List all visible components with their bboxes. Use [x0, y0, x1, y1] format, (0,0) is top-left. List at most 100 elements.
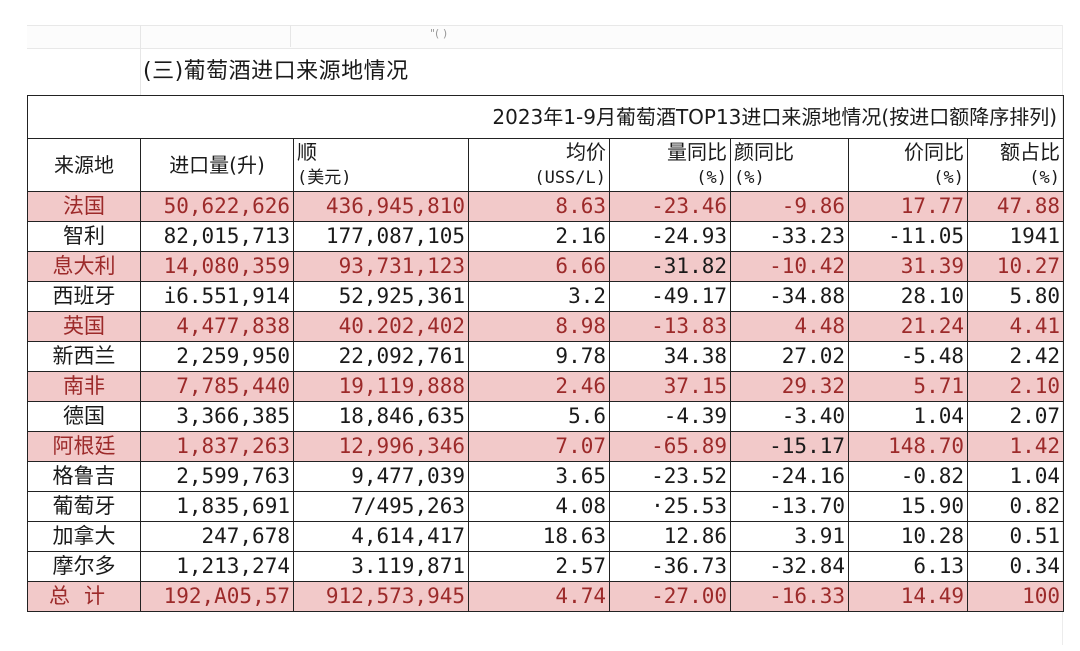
cell-avg-price: 3.65: [468, 461, 610, 492]
cell-val-yoy: -34.88: [730, 281, 849, 312]
cell-price-yoy: -5.48: [848, 341, 968, 372]
header-volume: 进口量(升): [140, 138, 294, 192]
cell-value: 93,731,123: [293, 251, 469, 282]
cell-volume: 4,477,838: [140, 311, 294, 342]
grid-line: [140, 25, 141, 95]
cell-vol-yoy: -23.52: [609, 461, 731, 492]
wine-import-table: 2023年1-9月葡萄酒TOP13进口来源地情况(按进口额降序排列) 来源地 进…: [26, 95, 1065, 612]
cell-value: 912,573,945: [293, 581, 469, 612]
cell-share: 2.07: [966, 401, 1065, 432]
cell-vol-yoy: -36.73: [609, 551, 731, 582]
cell-origin: 阿根廷: [27, 431, 141, 462]
cell-value: 9,477,039: [293, 461, 469, 492]
cell-value: 22,092,761: [293, 341, 469, 372]
cell-price-yoy: 15.90: [848, 491, 968, 522]
grid-line: [290, 25, 291, 47]
cell-avg-price: 2.57: [468, 551, 610, 582]
cell-value: 52,925,361: [293, 281, 469, 312]
cell-value: 18,846,635: [293, 401, 469, 432]
header-row: 来源地 进口量(升) 顺 (美元) 均价 (USS/L) 量同比 (%) 颜同比 (%)…: [27, 138, 1065, 192]
cell-share: 1.04: [966, 461, 1065, 492]
table-row: 阿根廷 1,837,263 12,996,346 7.07 -65.89 -15.17 14…: [27, 431, 1065, 462]
cell-share: 0.51: [966, 521, 1065, 552]
cell-val-yoy: -33.23: [730, 221, 849, 252]
cell-val-yoy: 3.91: [730, 521, 849, 552]
cell-origin: 法国: [27, 191, 141, 222]
cell-mark: "( ): [430, 27, 448, 40]
cell-vol-yoy: 34.38: [609, 341, 731, 372]
cell-share: 0.34: [966, 551, 1065, 582]
cell-origin: 摩尔多: [27, 551, 141, 582]
table-row: 法国 50,622,626 436,945,810 8.63 -23.46 -9.86 17…: [27, 191, 1065, 222]
cell-volume: 3,366,385: [140, 401, 294, 432]
empty-grid-row: [27, 25, 1062, 49]
cell-price-yoy: 10.28: [848, 521, 968, 552]
cell-share: 100: [966, 581, 1065, 612]
cell-vol-yoy: -23.46: [609, 191, 731, 222]
cell-volume: 82,015,713: [140, 221, 294, 252]
cell-share: 2.10: [966, 371, 1065, 402]
cell-value: 436,945,810: [293, 191, 469, 222]
cell-value: 7/495,263: [293, 491, 469, 522]
cell-value: 4,614,417: [293, 521, 469, 552]
header-value: 顺 (美元): [293, 138, 469, 192]
header-avg-price: 均价 (USS/L): [468, 138, 610, 192]
cell-vol-yoy: -4.39: [609, 401, 731, 432]
cell-origin: 南非: [27, 371, 141, 402]
cell-share: 1941: [966, 221, 1065, 252]
cell-value: 177,087,105: [293, 221, 469, 252]
cell-avg-price: 5.6: [468, 401, 610, 432]
cell-avg-price: 6.66: [468, 251, 610, 282]
cell-share: 10.27: [966, 251, 1065, 282]
cell-vol-yoy: 37.15: [609, 371, 731, 402]
cell-val-yoy: -9.86: [730, 191, 849, 222]
cell-val-yoy: -3.40: [730, 401, 849, 432]
cell-origin: 智利: [27, 221, 141, 252]
cell-price-yoy: 1.04: [848, 401, 968, 432]
cell-avg-price: 9.78: [468, 341, 610, 372]
cell-avg-price: 8.98: [468, 311, 610, 342]
cell-origin: 英国: [27, 311, 141, 342]
spreadsheet-grid: "( ): [27, 25, 1062, 95]
cell-price-yoy: 28.10: [848, 281, 968, 312]
cell-avg-price: 2.16: [468, 221, 610, 252]
cell-avg-price: 18.63: [468, 521, 610, 552]
cell-volume: 192,A05,57: [140, 581, 294, 612]
header-share: 额占比 (%): [966, 138, 1065, 192]
cell-vol-yoy: 12.86: [609, 521, 731, 552]
cell-share: 0.82: [966, 491, 1065, 522]
cell-val-yoy: 29.32: [730, 371, 849, 402]
header-price-yoy: 价同比 (%): [848, 138, 968, 192]
table-row: 英国 4,477,838 40.202,402 8.98 -13.83 4.48 21.24…: [27, 311, 1065, 342]
cell-val-yoy: -24.16: [730, 461, 849, 492]
cell-val-yoy: -13.70: [730, 491, 849, 522]
cell-origin: 葡萄牙: [27, 491, 141, 522]
table-row: 葡萄牙 1,835,691 7/495,263 4.08·25.53 -13.70 15.…: [27, 491, 1065, 522]
cell-volume: 50,622,626: [140, 191, 294, 222]
cell-val-yoy: 4.48: [730, 311, 849, 342]
cell-share: 4.41: [966, 311, 1065, 342]
cell-vol-yoy: -24.93: [609, 221, 731, 252]
cell-volume: 1,837,263: [140, 431, 294, 462]
cell-volume: 1,835,691: [140, 491, 294, 522]
cell-vol-yoy: ·25.53: [609, 491, 731, 522]
cell-avg-price: 7.07: [468, 431, 610, 462]
cell-vol-yoy: -13.83: [609, 311, 731, 342]
table-row: 智利 82,015,713 177,087,105 2.16 -24.93 -33.23-…: [27, 221, 1065, 252]
cell-val-yoy: 27.02: [730, 341, 849, 372]
cell-val-yoy: -16.33: [730, 581, 849, 612]
header-vol-yoy: 量同比 (%): [609, 138, 731, 192]
table-row: 加拿大 247,678 4,614,417 18.63 12.86 3.91 10.28 0.…: [27, 521, 1065, 552]
cell-price-yoy: 148.70: [848, 431, 968, 462]
cell-vol-yoy: -27.00: [609, 581, 731, 612]
table-row: 南非 7,785,440 19,119,888 2.46 37.15 29.32 5.71 2…: [27, 371, 1065, 402]
cell-origin: 格鲁吉: [27, 461, 141, 492]
cell-volume: 1,213,274: [140, 551, 294, 582]
cell-origin: 息大利: [27, 251, 141, 282]
cell-value: 40.202,402: [293, 311, 469, 342]
cell-share: 2.42: [966, 341, 1065, 372]
cell-price-yoy: -11.05: [848, 221, 968, 252]
cell-price-yoy: 14.49: [848, 581, 968, 612]
cell-share: 5.80: [966, 281, 1065, 312]
table-row: 西班牙 i6.551,914 52,925,361 3.2 -49.17 -34.88 28…: [27, 281, 1065, 312]
